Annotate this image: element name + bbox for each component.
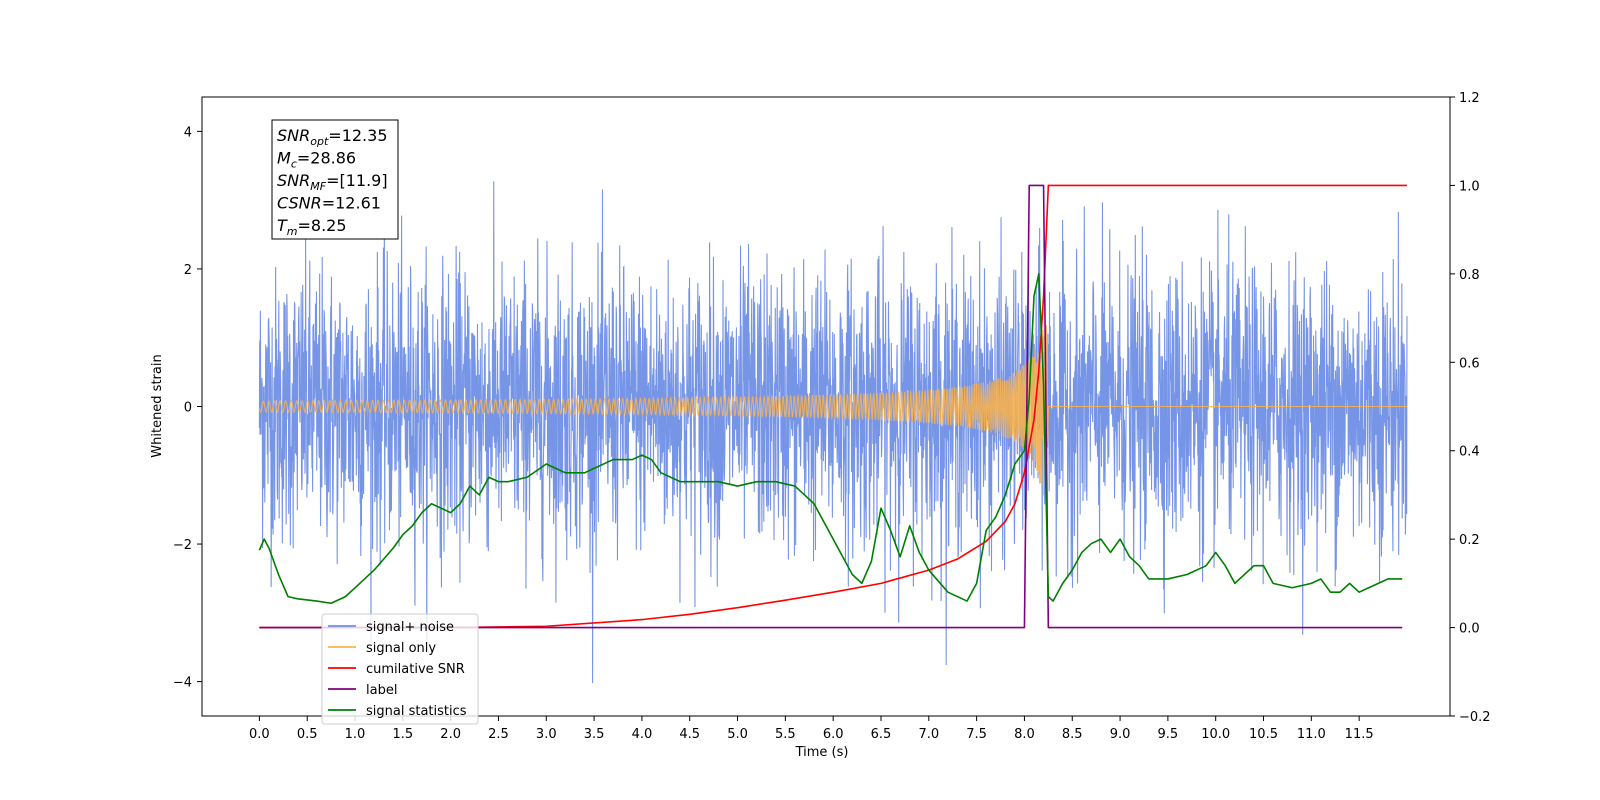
stats-line: SNRopt=12.35 <box>277 126 388 148</box>
y-right-tick-label: 0.2 <box>1459 533 1480 548</box>
y-left-tick-label: 4 <box>184 125 192 140</box>
x-tick-label: 2.0 <box>440 727 461 742</box>
x-tick-label: 4.5 <box>679 727 700 742</box>
y-right-tick-label: 0.6 <box>1459 356 1480 371</box>
x-tick-label: 1.0 <box>345 727 366 742</box>
x-tick-label: 7.5 <box>966 727 987 742</box>
x-tick-label: 11.0 <box>1297 727 1326 742</box>
series-label-line <box>259 184 1403 629</box>
y-left-tick-label: −2 <box>173 538 192 553</box>
y-left-tick-label: 0 <box>184 401 192 416</box>
x-tick-label: 8.0 <box>1014 727 1035 742</box>
y-left-tick-label: 2 <box>184 263 192 278</box>
x-tick-label: 10.5 <box>1249 727 1278 742</box>
x-tick-label: 9.5 <box>1158 727 1179 742</box>
y-axis-label: Whitened strain <box>150 354 165 457</box>
x-tick-label: 10.0 <box>1201 727 1230 742</box>
stats-line: Mc=28.86 <box>277 149 356 171</box>
y-axis-right-ticks: 1.2 1.0 0.8 0.6 0.4 0.2 0.0 −0.2 <box>1450 91 1491 725</box>
y-right-tick-label: 1.0 <box>1459 179 1480 194</box>
stats-line: SNRMF=[11.9] <box>277 171 388 193</box>
y-axis-left-ticks: 4 2 0 −2 −4 <box>173 125 202 691</box>
stats-line: CSNR=12.61 <box>277 194 381 213</box>
y-right-tick-label: 0.8 <box>1459 268 1480 283</box>
x-tick-label: 3.5 <box>584 727 605 742</box>
legend-label: signal only <box>366 641 436 656</box>
x-tick-label: 9.0 <box>1110 727 1131 742</box>
x-tick-label: 0.5 <box>297 727 318 742</box>
x-tick-label: 2.5 <box>488 727 509 742</box>
x-tick-label: 11.5 <box>1345 727 1374 742</box>
stats-box-frame <box>271 119 399 240</box>
legend: signal+ noise signal only cumilative SNR la… <box>321 613 479 725</box>
legend-frame <box>321 613 479 725</box>
x-tick-label: 4.0 <box>632 727 653 742</box>
legend-label: signal statistics <box>366 704 467 719</box>
series-layer <box>258 181 1408 684</box>
x-tick-label: 7.0 <box>918 727 939 742</box>
legend-label: cumilative SNR <box>366 662 465 677</box>
x-tick-label: 5.0 <box>727 727 748 742</box>
x-axis-ticks: 0.0 0.5 1.0 1.5 2.0 2.5 3.0 3.5 4.0 4.5 5.0 5.5 6.0 6… <box>249 716 1374 742</box>
y-right-tick-label: 0.0 <box>1459 622 1480 637</box>
x-tick-label: 6.5 <box>871 727 892 742</box>
series-cumilative-snr-line <box>259 184 1407 629</box>
y-left-tick-label: −4 <box>173 676 192 691</box>
stats-line: Tm=8.25 <box>277 216 347 238</box>
series-signal-noise-line <box>258 181 1408 684</box>
x-tick-label: 0.0 <box>249 727 270 742</box>
series-signal-only-line <box>258 325 1407 496</box>
series-signal-statistics-line <box>258 273 1403 605</box>
x-tick-label: 3.0 <box>536 727 557 742</box>
x-tick-label: 1.5 <box>392 727 413 742</box>
legend-label: signal+ noise <box>366 620 454 635</box>
y-right-tick-label: 1.2 <box>1459 91 1480 106</box>
x-tick-label: 5.5 <box>775 727 796 742</box>
x-axis-label: Time (s) <box>795 745 849 760</box>
stats-annotation-box: SNRopt=12.35Mc=28.86SNRMF=[11.9]CSNR=12.… <box>271 119 399 240</box>
y-right-tick-label: 0.4 <box>1459 445 1480 460</box>
x-tick-label: 8.5 <box>1062 727 1083 742</box>
y-right-tick-label: −0.2 <box>1459 710 1491 725</box>
legend-label: label <box>366 683 397 698</box>
x-tick-label: 6.0 <box>823 727 844 742</box>
